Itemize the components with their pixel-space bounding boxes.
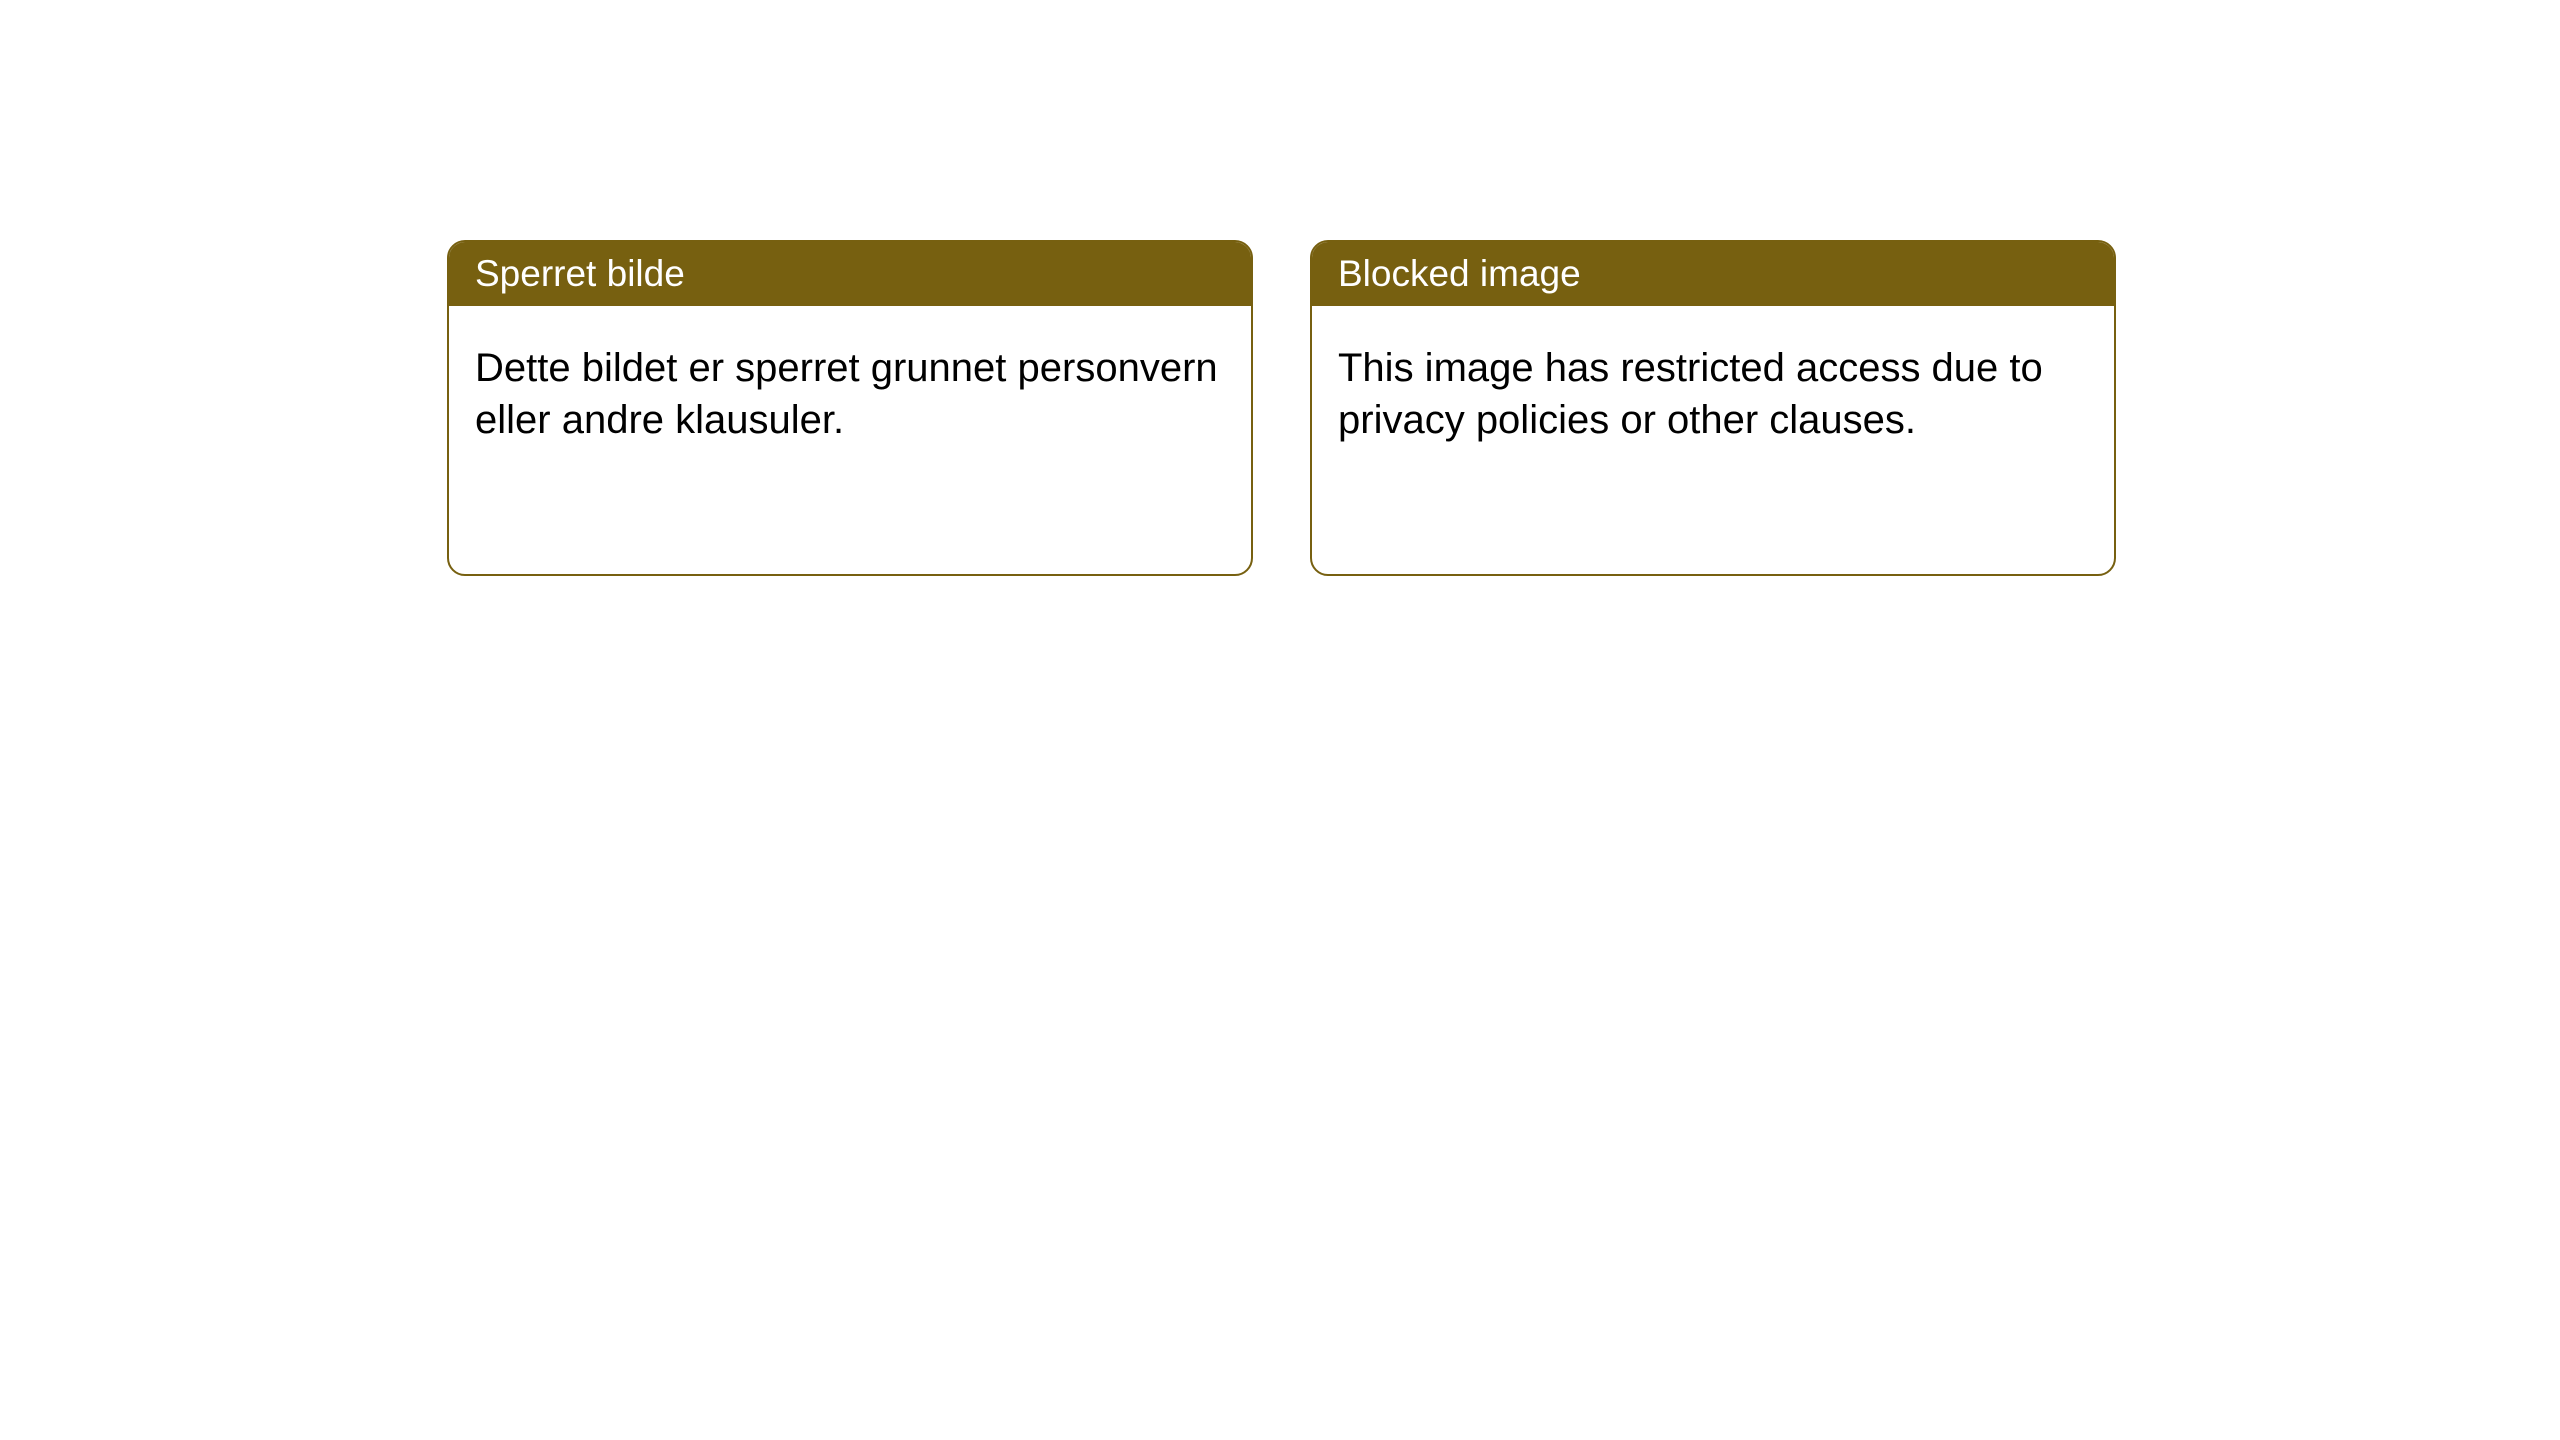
notice-card-norwegian: Sperret bilde Dette bildet er sperret gr…	[447, 240, 1253, 576]
notice-card-english: Blocked image This image has restricted …	[1310, 240, 2116, 576]
card-text: This image has restricted access due to …	[1338, 346, 2043, 442]
card-title: Blocked image	[1338, 253, 1581, 294]
card-body: This image has restricted access due to …	[1312, 306, 2114, 472]
card-header: Blocked image	[1312, 242, 2114, 306]
card-body: Dette bildet er sperret grunnet personve…	[449, 306, 1251, 472]
card-text: Dette bildet er sperret grunnet personve…	[475, 346, 1218, 442]
card-title: Sperret bilde	[475, 253, 685, 294]
notice-cards-container: Sperret bilde Dette bildet er sperret gr…	[0, 0, 2560, 576]
card-header: Sperret bilde	[449, 242, 1251, 306]
